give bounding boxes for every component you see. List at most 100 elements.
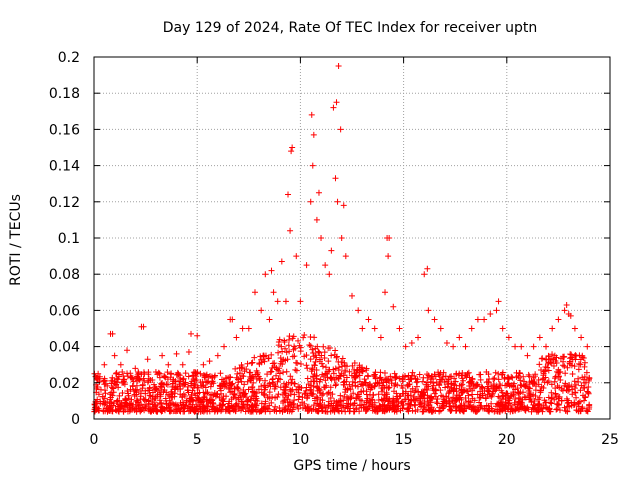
dense-marker	[424, 374, 431, 381]
dense-marker	[457, 403, 464, 410]
dense-marker	[192, 392, 199, 399]
dense-marker	[507, 404, 514, 411]
dense-marker	[363, 397, 370, 404]
dense-marker	[575, 400, 582, 407]
dense-marker	[136, 375, 143, 382]
dense-marker	[355, 391, 362, 398]
dense-marker	[508, 373, 515, 380]
data-point	[303, 262, 310, 269]
dense-marker	[346, 408, 353, 415]
data-point	[270, 289, 277, 296]
dense-marker	[561, 404, 568, 411]
data-point	[365, 316, 372, 323]
dense-marker	[97, 400, 104, 407]
dense-marker	[289, 335, 296, 342]
dense-marker	[440, 393, 447, 400]
dense-marker	[581, 397, 588, 404]
dense-marker	[243, 366, 250, 373]
dense-marker	[497, 400, 504, 407]
dense-marker	[110, 385, 117, 392]
data-point	[450, 343, 457, 350]
dense-marker	[301, 391, 308, 398]
dense-marker	[429, 408, 436, 415]
x-axis-ticks: 0 5 10 15 20 25	[90, 57, 619, 448]
dense-marker	[436, 380, 443, 387]
dense-marker	[242, 390, 249, 397]
data-point	[561, 307, 568, 314]
dense-marker	[476, 395, 483, 402]
dense-marker	[503, 390, 510, 397]
data-point	[111, 352, 118, 359]
dense-marker	[478, 403, 485, 410]
dense-marker	[326, 366, 333, 373]
dense-marker	[327, 384, 334, 391]
dense-marker	[342, 367, 349, 374]
dense-marker	[112, 382, 119, 389]
data-point	[415, 334, 422, 341]
dense-marker	[492, 387, 499, 394]
dense-marker	[249, 359, 256, 366]
dense-marker	[227, 382, 234, 389]
dense-marker	[251, 354, 258, 361]
dense-marker	[405, 400, 412, 407]
data-point	[402, 343, 409, 350]
dense-marker	[331, 376, 338, 383]
dense-marker	[319, 403, 326, 410]
dense-marker	[225, 407, 232, 414]
dense-marker	[290, 404, 297, 411]
dense-marker	[303, 362, 310, 369]
dense-marker	[459, 381, 466, 388]
dense-marker	[462, 399, 469, 406]
dense-marker	[400, 402, 407, 409]
dense-marker	[383, 375, 390, 382]
dense-marker	[141, 370, 148, 377]
data-point	[342, 253, 349, 260]
dense-marker	[564, 364, 571, 371]
dense-marker	[304, 365, 311, 372]
dense-marker	[469, 387, 476, 394]
dense-marker	[235, 404, 242, 411]
dense-marker	[385, 398, 392, 405]
dense-marker	[264, 405, 271, 412]
dense-marker	[333, 381, 340, 388]
dense-marker	[556, 369, 563, 376]
data-point	[385, 253, 392, 260]
dense-marker	[136, 376, 143, 383]
dense-marker	[155, 369, 162, 376]
dense-marker	[180, 382, 187, 389]
dense-marker	[423, 381, 430, 388]
dense-marker	[166, 397, 173, 404]
dense-marker	[290, 346, 297, 353]
dense-marker	[545, 360, 552, 367]
dense-marker	[174, 408, 181, 415]
dense-marker	[102, 390, 109, 397]
dense-marker	[163, 400, 170, 407]
dense-marker	[244, 378, 251, 385]
dense-marker	[405, 392, 412, 399]
dense-marker	[477, 376, 484, 383]
x-tick-label: 20	[498, 432, 516, 448]
dense-marker	[168, 371, 175, 378]
data-point	[462, 343, 469, 350]
dense-marker	[233, 384, 240, 391]
dense-marker	[158, 399, 165, 406]
data-point	[214, 352, 221, 359]
data-point	[495, 298, 502, 305]
dense-marker	[351, 359, 358, 366]
dense-marker	[295, 396, 302, 403]
dense-marker	[577, 361, 584, 368]
dense-marker	[318, 360, 325, 367]
dense-marker	[196, 396, 203, 403]
dense-marker	[575, 366, 582, 373]
dense-marker	[113, 369, 120, 376]
dense-marker	[568, 354, 575, 361]
data-point	[307, 198, 314, 205]
data-point	[262, 271, 269, 278]
dense-marker	[177, 386, 184, 393]
dense-marker	[200, 372, 207, 379]
dense-marker	[497, 382, 504, 389]
dense-marker	[158, 384, 165, 391]
dense-marker	[194, 369, 201, 376]
data-point	[543, 343, 550, 350]
data-point	[371, 325, 378, 332]
